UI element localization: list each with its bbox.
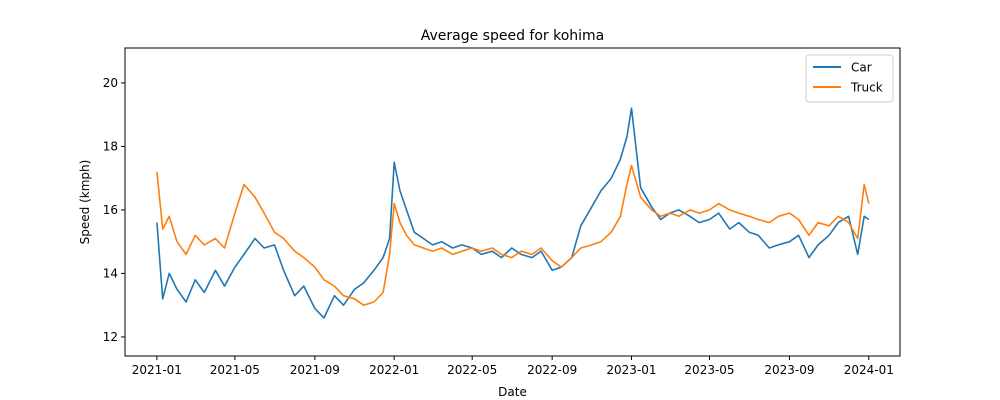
x-tick-label: 2021-01 xyxy=(132,363,182,377)
legend-label-car: Car xyxy=(851,61,872,75)
plot-frame xyxy=(124,47,901,357)
legend-box xyxy=(805,54,894,103)
y-tick-label: 16 xyxy=(103,203,118,217)
x-tick-label: 2021-05 xyxy=(210,363,260,377)
y-axis: 12 14 16 18 20 xyxy=(103,76,125,344)
legend: Car Truck xyxy=(805,54,894,103)
chart-title: Average speed for kohima xyxy=(421,28,605,44)
x-tick-label: 2022-05 xyxy=(447,363,497,377)
series-line-truck xyxy=(156,164,870,306)
y-axis-label: Speed (kmph) xyxy=(78,160,92,245)
series-line-car xyxy=(156,107,870,319)
x-tick-label: 2023-01 xyxy=(606,363,656,377)
x-tick-label: 2021-09 xyxy=(290,363,340,377)
x-axis-label: Date xyxy=(498,385,527,399)
x-tick-label: 2023-09 xyxy=(764,363,814,377)
x-tick-label: 2024-01 xyxy=(844,363,894,377)
legend-label-truck: Truck xyxy=(850,81,883,95)
y-tick-label: 12 xyxy=(103,330,118,344)
x-tick-label: 2022-01 xyxy=(369,363,419,377)
x-tick-label: 2023-05 xyxy=(684,363,734,377)
series-layer xyxy=(156,107,870,319)
y-tick-label: 14 xyxy=(103,266,118,280)
x-axis: 2021-01 2021-05 2021-09 2022-01 2022-05 2022-… xyxy=(132,356,894,377)
y-tick-label: 20 xyxy=(103,76,118,90)
y-tick-label: 18 xyxy=(103,139,118,153)
x-tick-label: 2022-09 xyxy=(527,363,577,377)
